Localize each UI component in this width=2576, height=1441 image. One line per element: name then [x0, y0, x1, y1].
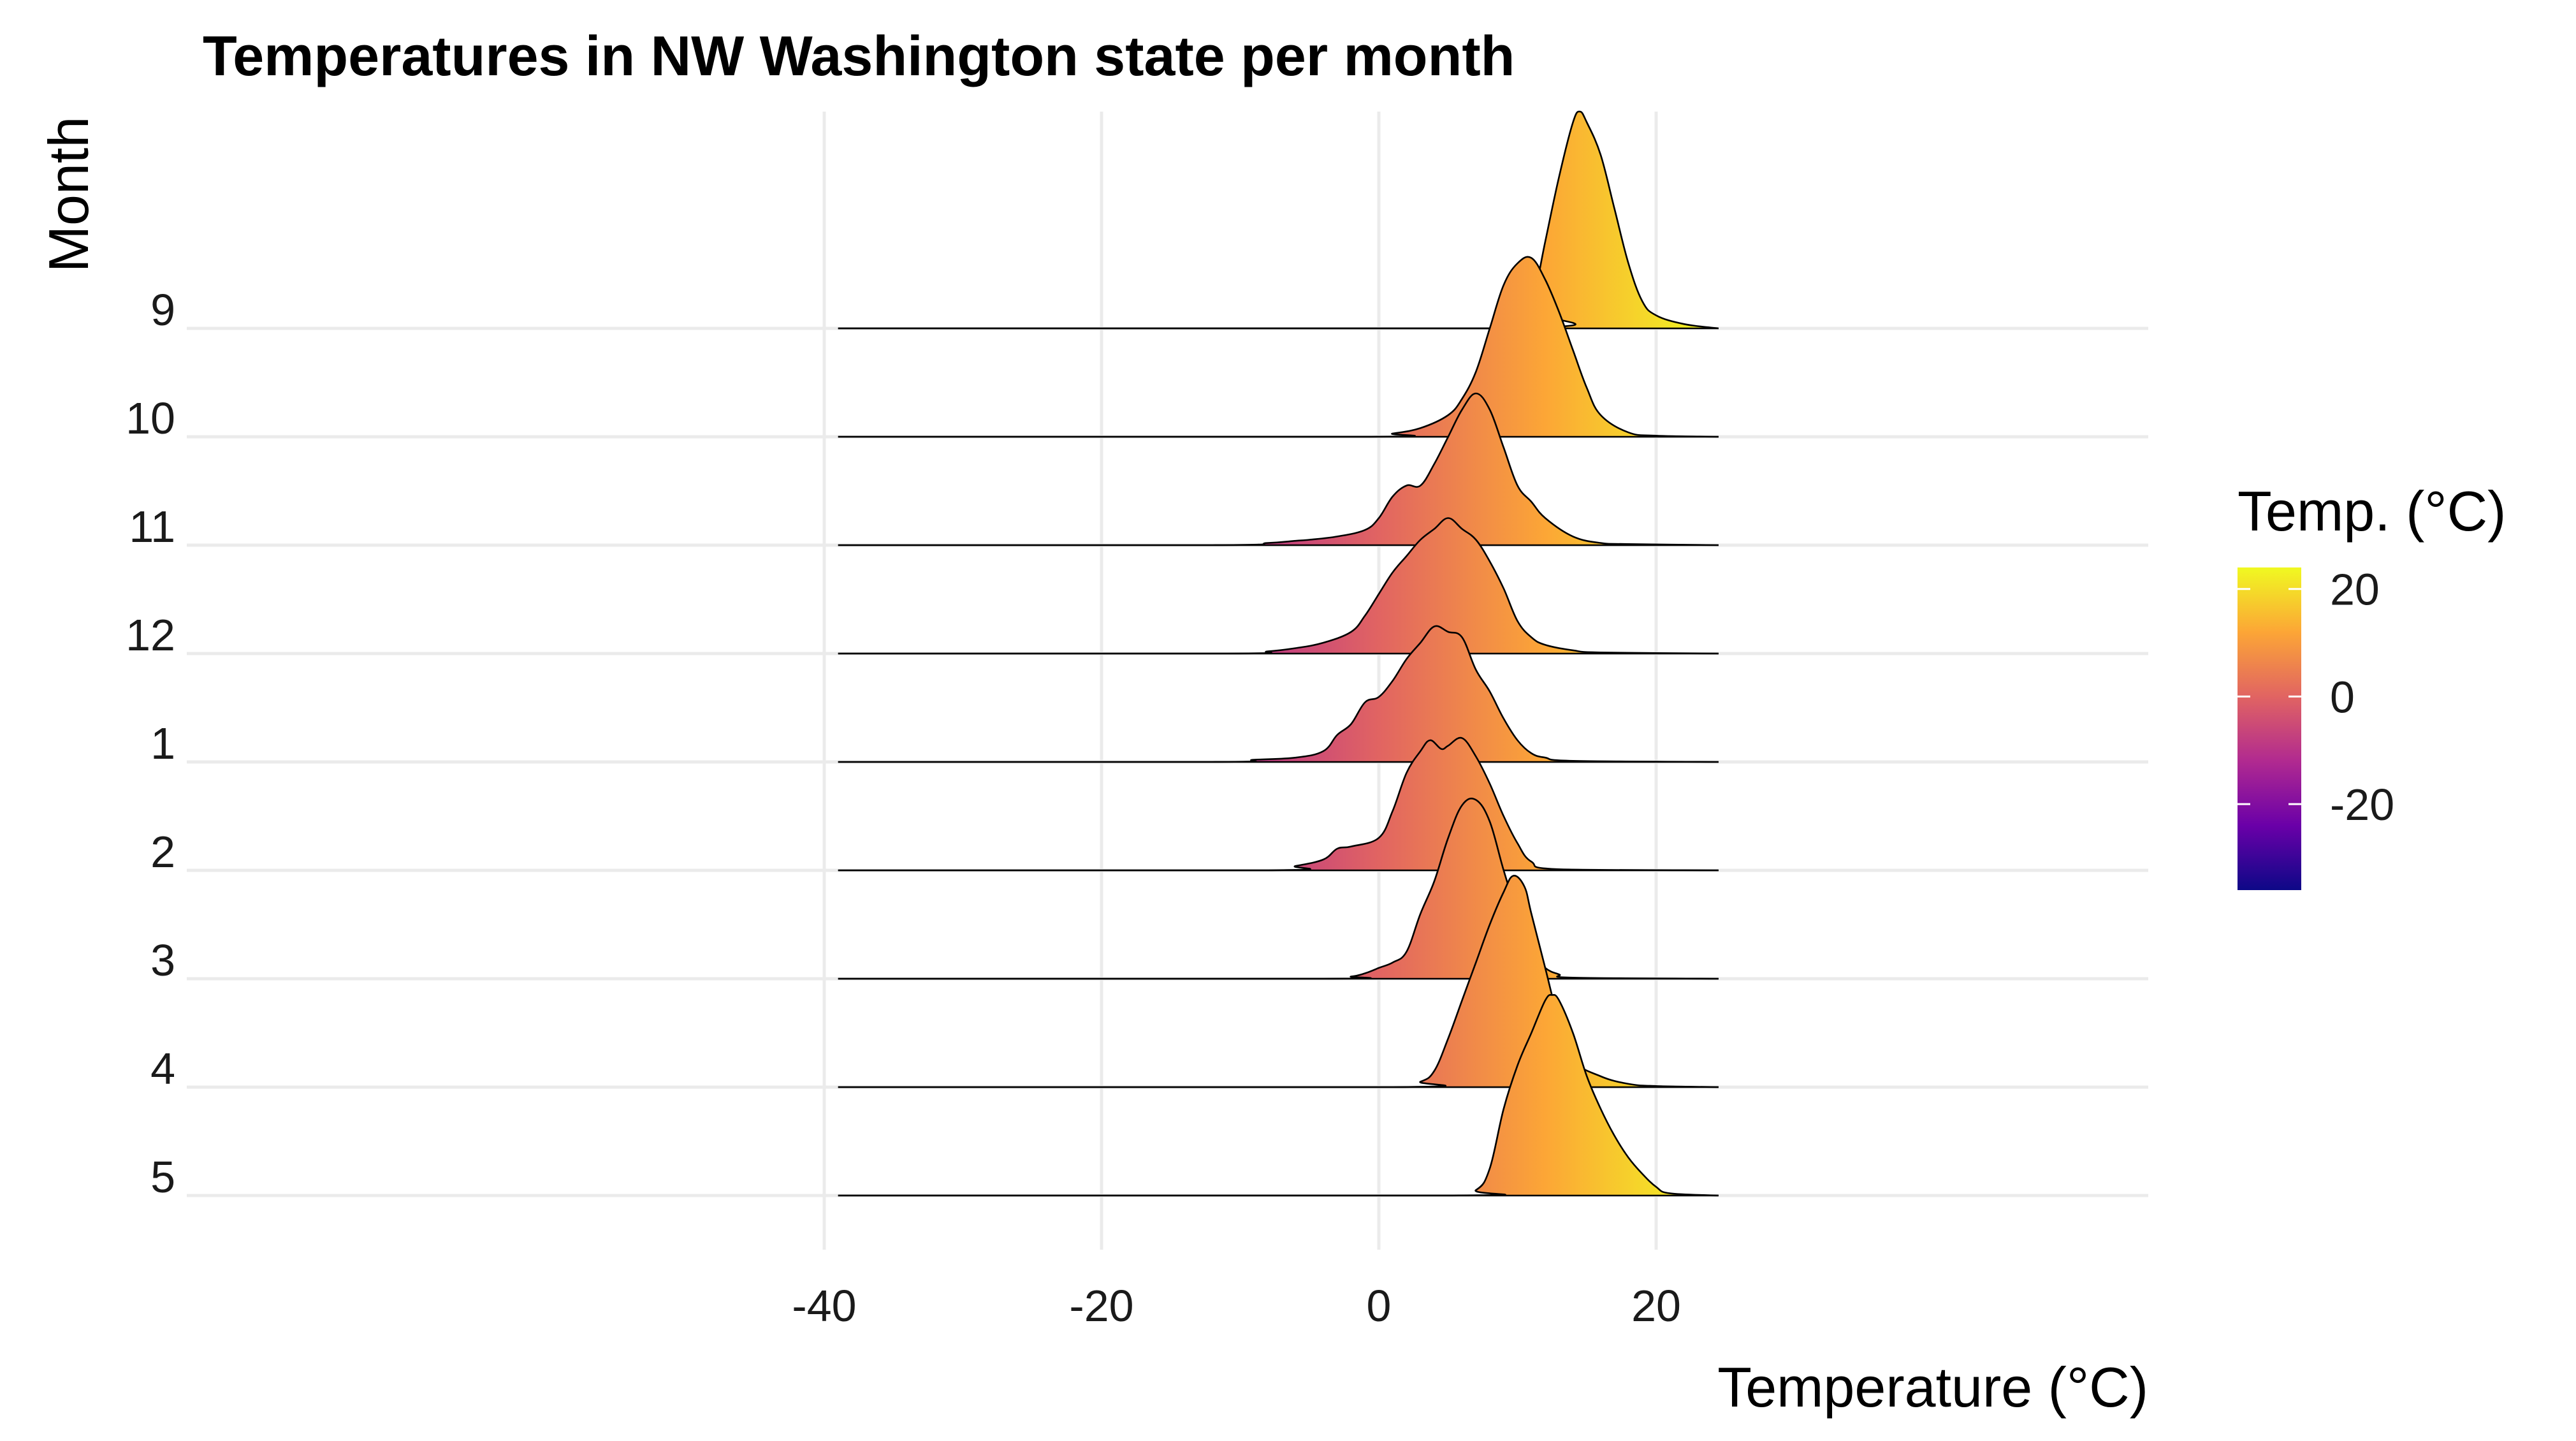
y-tick-label: 4 [150, 1044, 175, 1094]
colorbar-ticks: 20 0 -20 [2238, 565, 2394, 830]
ridge-outline [838, 875, 1719, 1088]
colorbar [2238, 567, 2301, 890]
y-tick-label: 10 [126, 393, 175, 443]
ridges [838, 110, 1719, 1197]
y-tick-label: 11 [129, 502, 175, 552]
ridge-month-2 [838, 736, 1719, 872]
ridge-month-9 [838, 110, 1719, 330]
ridge-outline [838, 798, 1719, 980]
colorbar-tick-label: 0 [2330, 672, 2355, 722]
y-tick-label: 1 [150, 719, 175, 768]
x-axis-title: Temperature (°C) [1717, 1356, 2148, 1419]
x-tick-label: -40 [792, 1281, 856, 1331]
ridge-outline [838, 392, 1719, 546]
grid-lines [187, 112, 2148, 1250]
ridge-outline [838, 625, 1719, 763]
chart-title: Temperatures in NW Washington state per … [203, 24, 1515, 87]
y-tick-label: 3 [150, 935, 175, 985]
y-tick-label: 9 [150, 285, 175, 335]
y-axis-title: Month [37, 117, 100, 273]
ridge-fill [838, 111, 1719, 328]
ridge-month-4 [838, 875, 1719, 1088]
ridge-month-5 [838, 994, 1719, 1197]
ridge-month-1 [838, 625, 1719, 763]
ridge-fill [838, 518, 1719, 654]
ridge-month-3 [838, 798, 1719, 980]
ridge-fill [838, 393, 1719, 545]
ridge-fill [838, 738, 1719, 870]
color-legend: Temp. (°C) 20 0 -20 [2238, 479, 2506, 890]
colorbar-tick-label: 20 [2330, 565, 2380, 615]
ridge-month-12 [838, 517, 1719, 655]
y-tick-label: 2 [150, 827, 175, 877]
x-tick-label: 0 [1367, 1281, 1392, 1331]
ridge-fill [838, 798, 1719, 979]
x-tick-label: -20 [1069, 1281, 1133, 1331]
ridge-fill [838, 995, 1719, 1196]
x-tick-labels: -40 -20 0 20 [792, 1281, 1681, 1331]
y-tick-label: 12 [126, 610, 175, 660]
ridge-month-10 [838, 256, 1719, 438]
ridge-fill [838, 625, 1719, 762]
ridge-outline [838, 736, 1719, 872]
ridge-fill [838, 875, 1719, 1087]
ridge-month-11 [838, 392, 1719, 546]
x-tick-label: 20 [1631, 1281, 1681, 1331]
ridge-outline [838, 517, 1719, 655]
y-tick-label: 5 [150, 1152, 175, 1202]
legend-title: Temp. (°C) [2238, 479, 2506, 543]
colorbar-tick-label: -20 [2330, 780, 2394, 830]
